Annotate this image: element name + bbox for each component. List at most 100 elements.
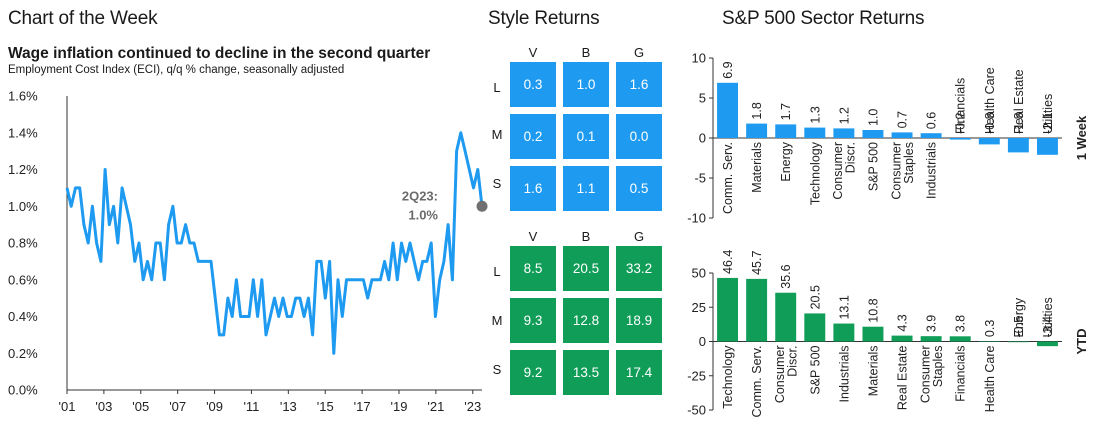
- sector-bar: [833, 128, 855, 138]
- style-week-cell: 1.6: [510, 166, 556, 211]
- row-header-mid: M: [491, 313, 503, 328]
- sector-category-label: Materials: [866, 346, 880, 397]
- wage-chart-subtitle: Employment Cost Index (ECI), q/q % chang…: [8, 64, 345, 76]
- y-tick-label: 1.0%: [8, 199, 38, 214]
- y-tick-label: -10: [687, 211, 706, 226]
- y-tick-label: 0.0%: [8, 383, 38, 398]
- sector-category-label: Utilities: [1041, 94, 1055, 134]
- bar-value-label: -0.8: [983, 112, 997, 134]
- y-tick-label: 0.6%: [8, 272, 38, 287]
- latest-point-marker: [476, 200, 488, 212]
- style-ytd-cell: 8.5: [510, 246, 556, 291]
- sector-category-label: Discr.: [785, 346, 799, 377]
- bar-value-label: -1.8: [1012, 112, 1026, 134]
- col-header-blend: B: [581, 229, 591, 244]
- x-tick-label: '23: [464, 399, 481, 414]
- sector-category-label: Industrials: [837, 346, 851, 403]
- bar-value-label: 3.8: [954, 315, 968, 332]
- sector-bar: [746, 278, 768, 342]
- bar-value-label: 45.7: [750, 251, 764, 275]
- style-ytd-cell: 18.9: [616, 298, 662, 343]
- bar-value-label: -0.5: [1012, 316, 1026, 338]
- bar-value-label: 0.6: [925, 112, 939, 129]
- sector-category-label: Staples: [931, 346, 945, 388]
- y-tick-label: 25: [692, 300, 706, 315]
- style-ytd-cell: 17.4: [616, 350, 662, 395]
- sector-bar: [1007, 138, 1029, 153]
- x-tick-label: '17: [354, 399, 371, 414]
- sector-bar: [804, 313, 826, 342]
- col-header-value: V: [528, 45, 538, 60]
- y-tick-label: 10: [692, 51, 706, 66]
- sector-category-label: Real Estate: [896, 345, 910, 410]
- sector-bar: [949, 336, 971, 342]
- style-ytd-cell: 13.5: [563, 350, 609, 395]
- period-axis-label: YTD: [1074, 329, 1089, 355]
- style-ytd-cell: 20.5: [563, 246, 609, 291]
- bar-value-label: 1.7: [779, 103, 793, 120]
- sector-bar: [775, 124, 797, 138]
- style-returns-title: Style Returns: [488, 8, 600, 29]
- style-week-cell: 0.5: [616, 166, 662, 211]
- y-tick-label: 0: [699, 131, 706, 146]
- y-tick-label: -5: [694, 171, 706, 186]
- sector-week-bar-chart: 10 5 0 -5 -10 6.9 Comm. Serv. 1.8 Materials 1.7 En…: [687, 51, 1089, 226]
- row-header-large: L: [493, 80, 501, 95]
- x-tick-label: '11: [243, 399, 259, 414]
- style-week-cell: 0.0: [616, 114, 662, 159]
- bar-value-label: 20.5: [808, 285, 822, 309]
- style-week-cell: 0.3: [510, 62, 556, 107]
- sector-ytd-bar-chart: 50 25 0 -25 -50 46.4 Technology 45.7 Comm. Serv.…: [687, 250, 1089, 418]
- chart-of-the-week-title: Chart of the Week: [8, 8, 158, 29]
- y-tick-label: 1.6%: [8, 89, 38, 104]
- sector-category-label: Health Care: [983, 345, 997, 412]
- style-ytd-cell: 33.2: [616, 246, 662, 291]
- x-tick-label: '07: [169, 399, 186, 414]
- style-week-cell: 0.1: [563, 114, 609, 159]
- style-week-cell: 0.2: [510, 114, 556, 159]
- sector-category-label: Staples: [902, 142, 916, 184]
- x-tick-label: '21: [427, 399, 444, 414]
- sector-bar: [1007, 341, 1029, 343]
- x-tick-label: '15: [317, 399, 334, 414]
- x-tick-label: '05: [132, 399, 149, 414]
- style-week-cell: 1.6: [616, 62, 662, 107]
- sector-bar: [804, 127, 826, 138]
- style-week-grid: 0.3 1.0 1.6 0.2 0.1 0.0 1.6 1.1 0.5: [510, 62, 662, 211]
- col-header-growth: G: [633, 229, 645, 244]
- bar-value-label: 35.6: [779, 264, 793, 288]
- style-ytd-cell: 9.3: [510, 298, 556, 343]
- sector-bar: [775, 292, 797, 342]
- sector-category-label: Technology: [721, 345, 735, 409]
- sector-category-label: Energy: [1012, 297, 1026, 337]
- style-ytd-grid: 8.5 20.5 33.2 9.3 12.8 18.9 9.2 13.5 17.…: [510, 246, 662, 395]
- y-tick-label: 0.4%: [8, 309, 38, 324]
- bar-value-label: 4.3: [896, 314, 910, 331]
- y-tick-label: 50: [692, 266, 706, 281]
- sector-bar: [862, 326, 884, 342]
- sector-bar: [1036, 138, 1058, 155]
- sector-bar: [833, 323, 855, 342]
- y-tick-label: 1.4%: [8, 125, 38, 140]
- bar-value-label: 1.2: [837, 107, 851, 124]
- sector-bar: [717, 82, 739, 138]
- row-header-mid: M: [491, 127, 503, 142]
- sector-bar: [717, 277, 739, 342]
- sector-category-label: Financials: [954, 346, 968, 402]
- annotation-label: 2Q23:: [402, 188, 438, 203]
- sector-category-label: Health Care: [983, 67, 997, 134]
- col-header-value: V: [528, 229, 538, 244]
- x-tick-label: '03: [95, 399, 112, 414]
- bar-value-label: -2.1: [1041, 112, 1055, 134]
- bar-value-label: 13.1: [837, 295, 851, 319]
- y-tick-label: -25: [687, 368, 706, 383]
- bar-value-label: 0.7: [896, 111, 910, 128]
- sector-category-label: Comm. Serv.: [721, 142, 735, 214]
- eci-line-chart: 0.0% 0.2% 0.4% 0.6% 0.8% 1.0% 1.2% 1.4% 1.6% '01 '…: [8, 89, 488, 414]
- annotation-value: 1.0%: [408, 207, 438, 222]
- row-header-small: S: [492, 176, 502, 191]
- sector-category-label: S&P 500: [866, 142, 880, 191]
- y-tick-label: 1.2%: [8, 162, 38, 177]
- bar-value-label: 0.3: [983, 320, 997, 337]
- bar-value-label: 1.0: [866, 109, 880, 126]
